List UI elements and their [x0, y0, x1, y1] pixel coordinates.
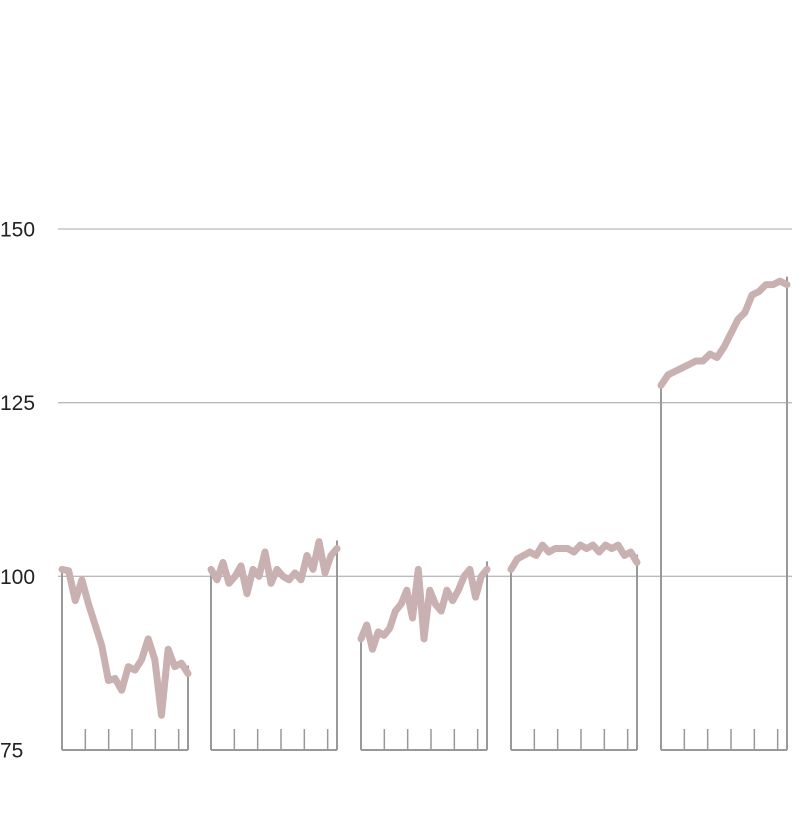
series-line [207, 538, 341, 598]
y-tick-label: 100 [0, 566, 35, 589]
series-line [58, 565, 192, 719]
y-tick-label: 75 [0, 740, 23, 763]
series-line [657, 277, 791, 389]
y-tick-label: 125 [0, 392, 35, 415]
series-line [357, 565, 491, 653]
series-line [507, 541, 641, 573]
y-tick-label: 150 [0, 219, 35, 242]
